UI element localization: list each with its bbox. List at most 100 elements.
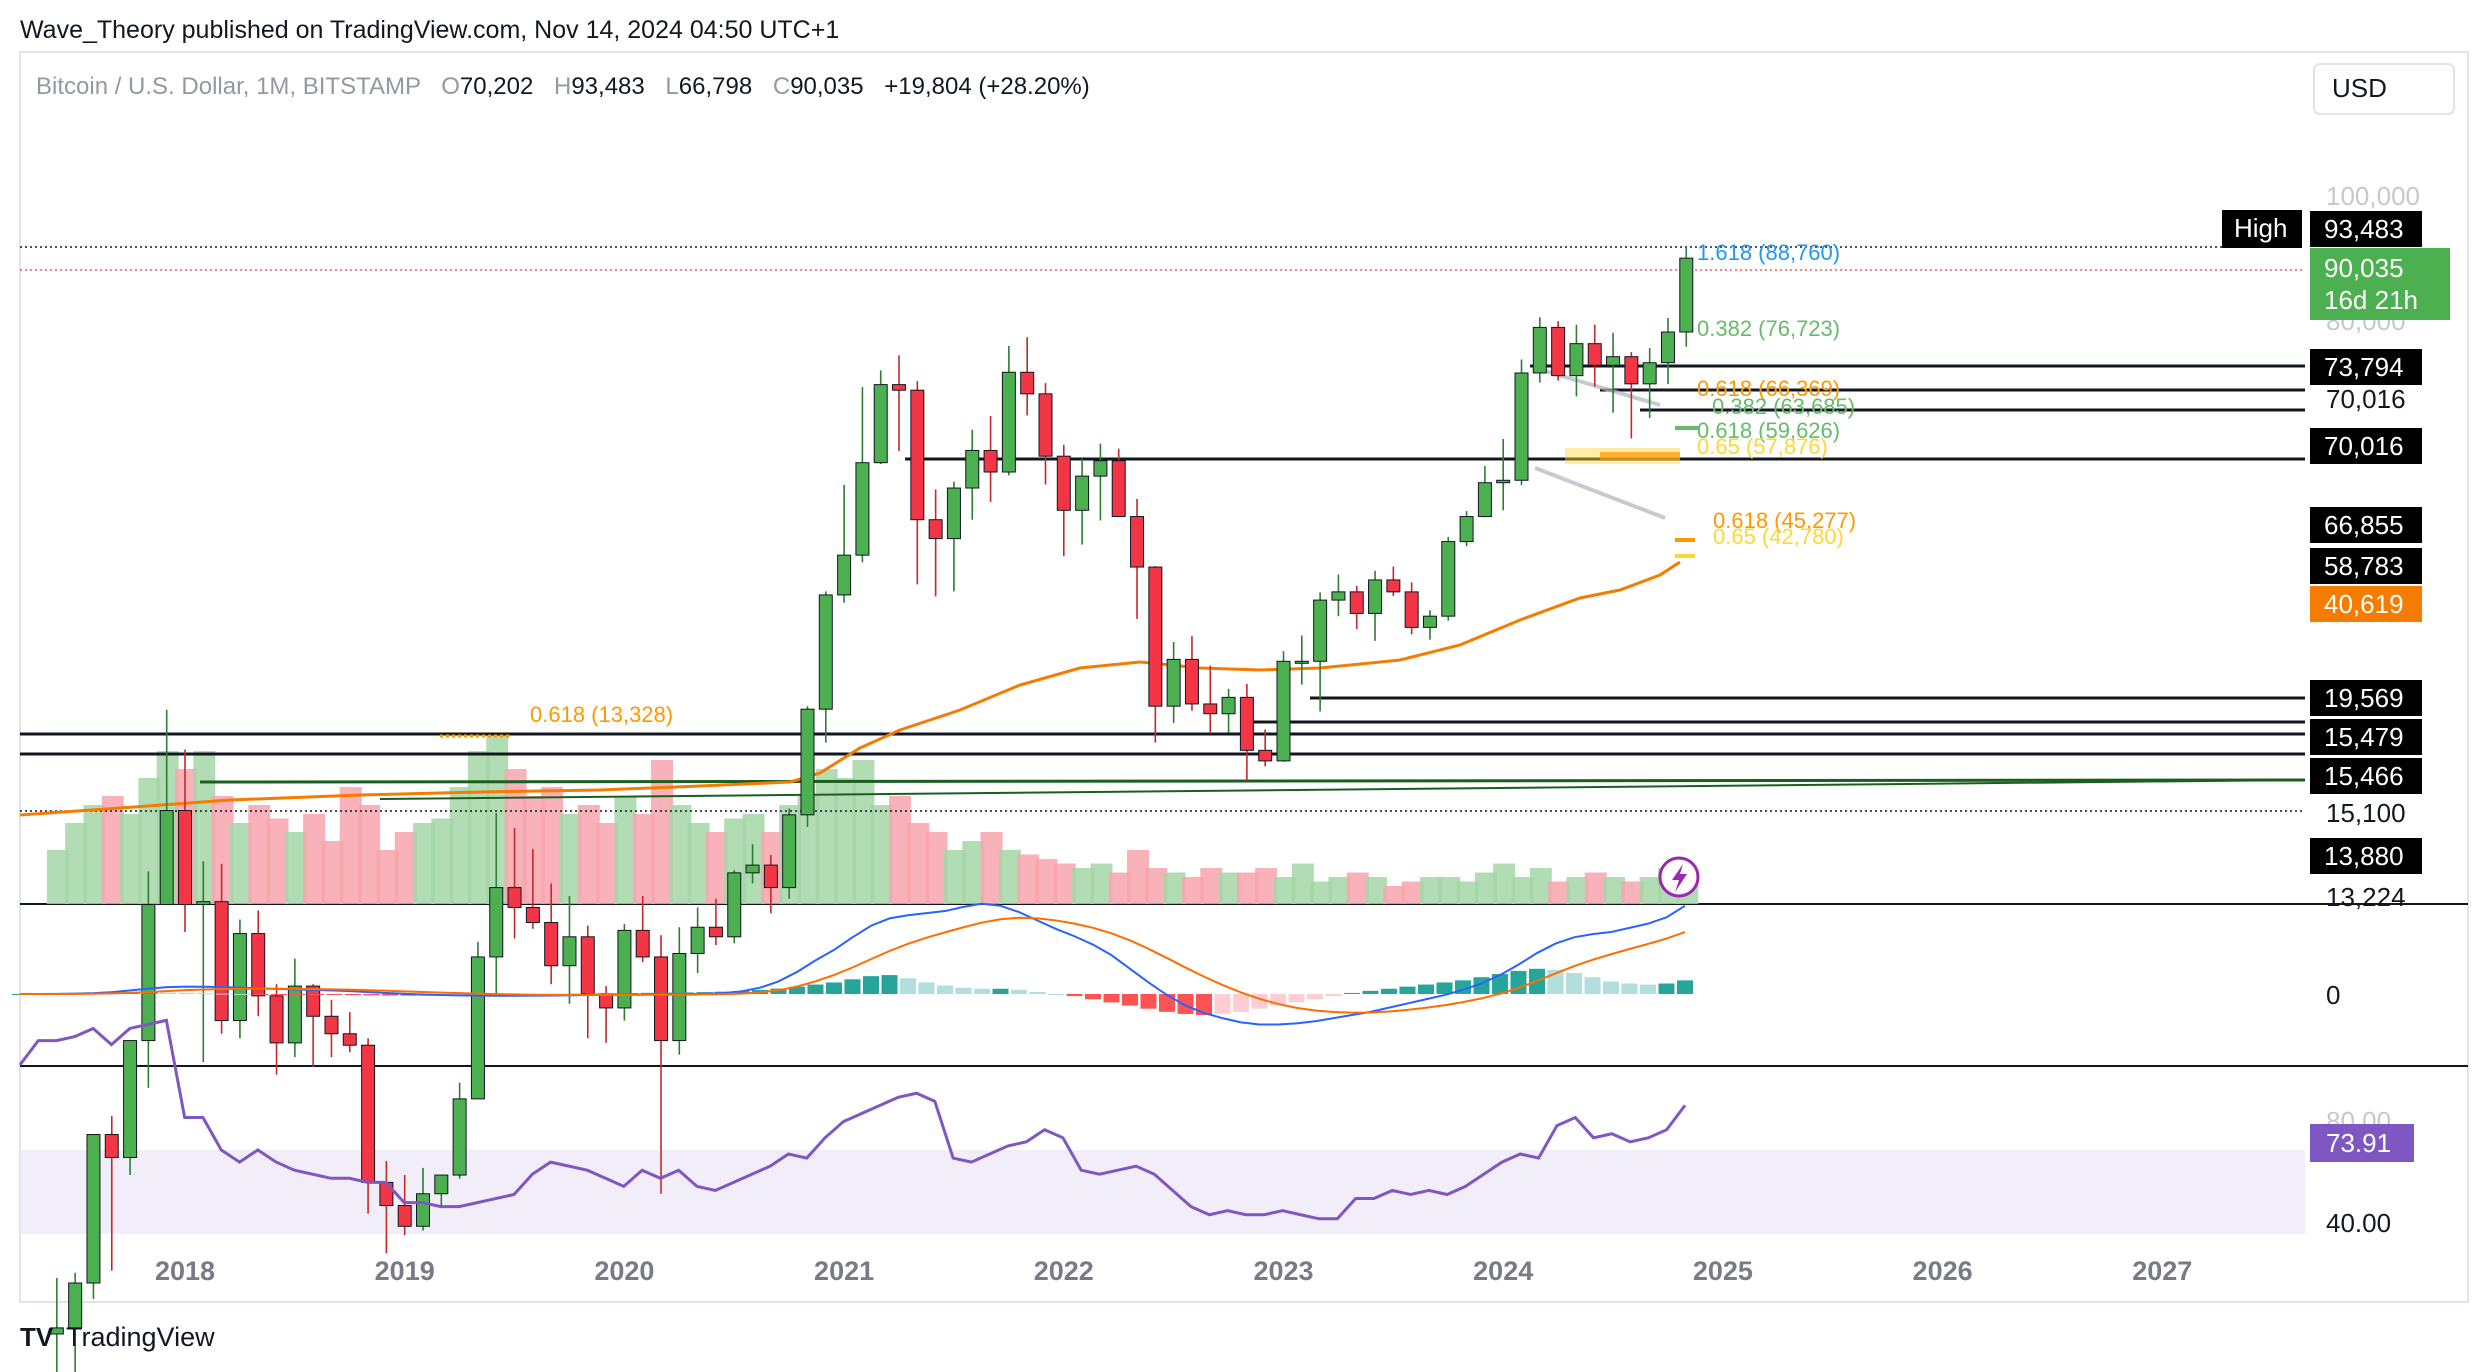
time-axis-label: 2021 [814, 1256, 874, 1286]
symbol-name: Bitcoin / U.S. Dollar, 1M, BITSTAMP [36, 73, 421, 100]
volume-area [46, 733, 1699, 904]
candle-body [544, 922, 559, 967]
volume-bar [889, 796, 912, 904]
candle-body [1386, 579, 1401, 593]
candle-body [672, 952, 687, 1042]
volume-bar [962, 841, 985, 904]
countdown: 16d 21h [2324, 285, 2418, 315]
volume-bar [669, 805, 692, 904]
fib-label: 0.65 (42,780) [1713, 524, 1844, 549]
volume-bar [120, 814, 143, 904]
macd-histogram-bar [197, 993, 213, 995]
volume-bar [742, 814, 765, 904]
volume-bar [1017, 854, 1040, 904]
macd-histogram-bar [234, 993, 250, 995]
volume-bar [1273, 877, 1296, 904]
volume-bar [1181, 877, 1204, 904]
volume-bar [83, 805, 106, 904]
currency-label: USD [2332, 73, 2387, 103]
macd-histogram-bar [1566, 973, 1582, 994]
volume-bar [815, 769, 838, 904]
time-axis-label: 2020 [594, 1256, 654, 1286]
candle-body [1276, 660, 1291, 762]
high-value: 93,483 [571, 73, 644, 100]
price-badge-bg [2310, 586, 2422, 622]
volume-bar [943, 850, 966, 904]
price-badge: 40,619 [2324, 589, 2404, 619]
candle-body [763, 864, 778, 889]
volume-bar [834, 778, 857, 904]
volume-bar [1236, 872, 1259, 904]
price-badge-bg [2310, 211, 2422, 247]
volume-bar [559, 814, 582, 904]
candle-body [654, 956, 669, 1042]
volume-bar [1438, 877, 1461, 904]
macd-histogram-bar [955, 987, 972, 994]
macd-histogram-bar [1658, 983, 1675, 994]
candle-body [1587, 343, 1602, 366]
volume-bar [193, 751, 216, 904]
candle-body [1130, 516, 1145, 568]
candle-body [214, 901, 229, 1022]
tradingview-logo: TV [20, 1322, 54, 1352]
macd-histogram-bar [604, 993, 620, 995]
price-badge: 15,466 [2324, 761, 2404, 791]
macd-histogram-bar [974, 988, 990, 994]
candle-body [489, 887, 504, 958]
volume-bar [339, 787, 362, 904]
macd-histogram-bar [1492, 974, 1508, 994]
candle-body [1239, 696, 1254, 751]
price-badge-bg [2310, 680, 2422, 716]
price-badge: 15,479 [2324, 722, 2404, 752]
macd-histogram-bar [770, 988, 787, 994]
candle-body [1606, 356, 1621, 366]
volume-bar [449, 787, 472, 904]
price-badge: 66,855 [2324, 510, 2404, 540]
macd-histogram-bar [826, 982, 842, 994]
candle-body [818, 594, 833, 710]
volume-bar [1200, 868, 1223, 904]
candle-body [342, 1033, 357, 1046]
price-badge: 19,569 [2324, 683, 2404, 713]
fib-zone-inner [1600, 452, 1680, 460]
high-tag-bg [2222, 210, 2302, 248]
candle-body [562, 936, 577, 967]
candle-body [251, 933, 266, 997]
volume-bar [504, 769, 527, 904]
footer-brand[interactable]: TV TradingView [20, 1322, 215, 1352]
price-badge-bg [2310, 838, 2422, 874]
volume-bar [1401, 881, 1424, 904]
volume-bar [1108, 872, 1131, 904]
macd-histogram-bar [1196, 994, 1212, 1015]
volume-bar [1145, 868, 1168, 904]
volume-bar [925, 832, 948, 904]
candle-body [1642, 362, 1657, 385]
ma-line [19, 560, 1681, 817]
candle-body [1294, 660, 1309, 664]
candle-body [1624, 356, 1639, 385]
rsi-lower-label: 40.00 [2326, 1208, 2391, 1238]
candle-body [782, 814, 797, 889]
volume-bar [1603, 877, 1626, 904]
price-badge-bg [2310, 548, 2422, 584]
macd-histogram-bar [1085, 994, 1101, 1000]
candle-body [525, 906, 540, 924]
macd-histogram-bar [1399, 986, 1416, 994]
fib-label: 0.382 (63,685) [1712, 394, 1855, 419]
currency-button[interactable]: USD [2313, 63, 2455, 115]
volume-bar [705, 832, 728, 904]
candle-body [1221, 696, 1236, 715]
volume-bar [852, 760, 875, 904]
fib-label: 0.618 (13,328) [530, 702, 673, 727]
candle-body [416, 1193, 431, 1227]
candle-body [1368, 579, 1383, 614]
candle-body [1075, 475, 1090, 511]
volume-bar [1383, 886, 1406, 904]
volume-bar [1621, 881, 1644, 904]
candle-body [1422, 615, 1437, 628]
time-axis-label: 2027 [2132, 1256, 2192, 1286]
volume-bar [1639, 877, 1662, 904]
lightning-icon[interactable] [1658, 856, 1700, 898]
candle-body [617, 929, 632, 1009]
